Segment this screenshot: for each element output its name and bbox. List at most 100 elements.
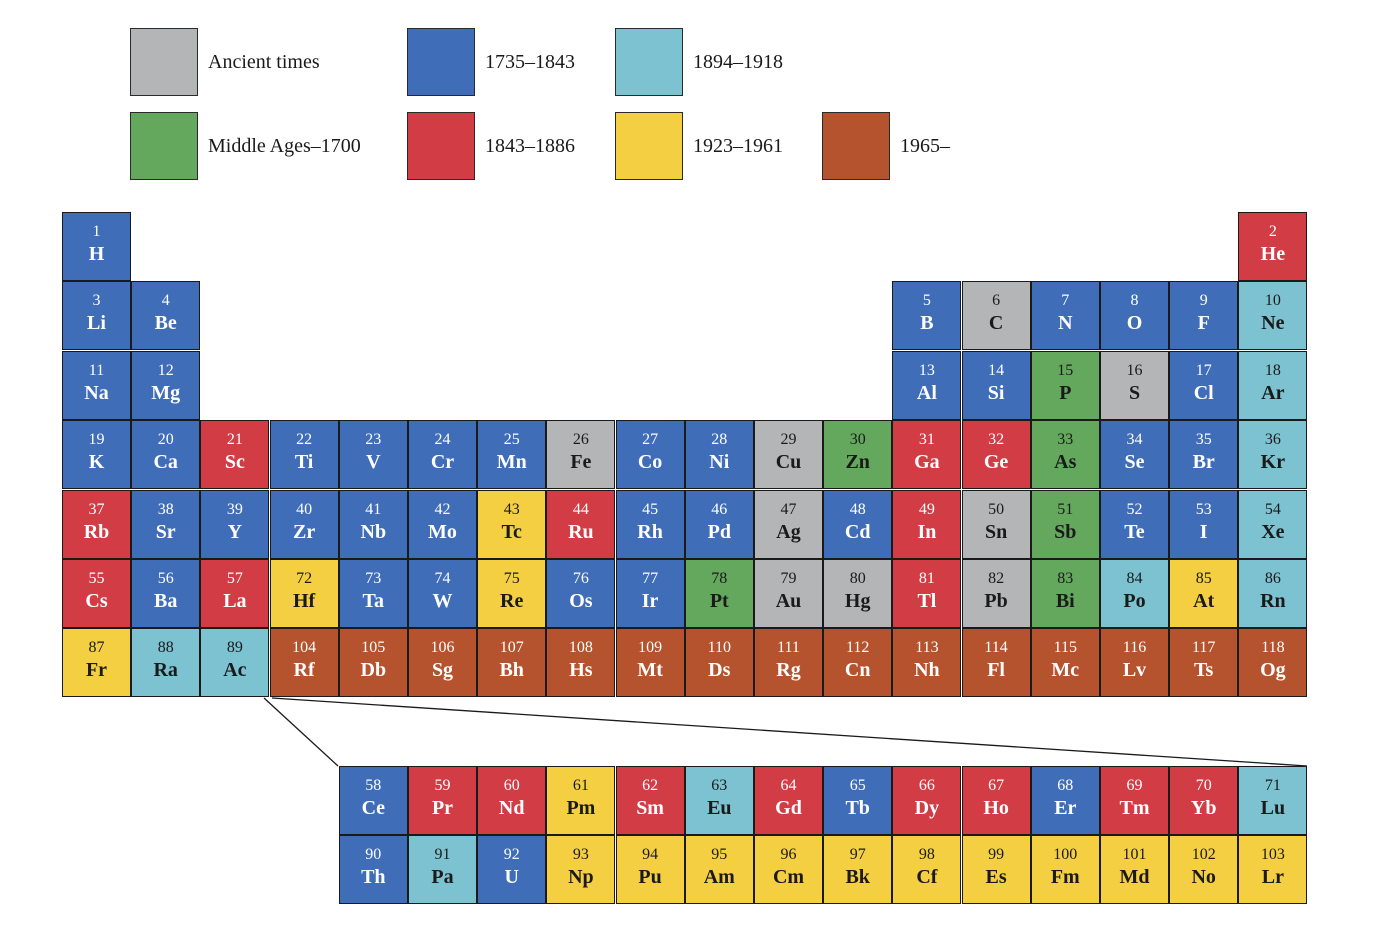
element-cell-sr: 38 Sr [131,489,201,559]
element-symbol: Bi [1055,590,1075,612]
legend-label: 1965– [900,135,950,157]
element-cell-rb: 37 Rb [62,489,131,559]
element-cell-cn: 112 Cn [823,628,893,698]
atomic-number: 112 [845,639,870,657]
atomic-number: 86 [1264,570,1281,587]
atomic-number: 87 [88,639,105,657]
element-symbol: Pa [431,866,454,889]
element-cell-ds: 110 Ds [684,628,754,698]
atomic-number: 25 [503,431,520,449]
atomic-number: 101 [1122,846,1147,864]
element-symbol: Pd [707,520,731,543]
atomic-number: 32 [988,431,1005,449]
element-cell-kr: 36 Kr [1238,420,1308,490]
element-symbol: Rf [293,659,315,682]
element-symbol: Sn [984,520,1008,543]
atomic-number: 105 [361,639,386,657]
atomic-number: 44 [572,500,589,518]
atomic-number: 69 [1126,777,1143,794]
element-cell-cd: 48 Cd [823,489,893,559]
element-cell-si: 14 Si [961,350,1031,420]
atomic-number: 11 [88,361,105,379]
element-cell-ar: 18 Ar [1238,350,1308,420]
element-symbol: Cf [916,866,938,889]
element-cell-cs: 55 Cs [62,559,131,628]
element-cell-rh: 45 Rh [615,489,685,559]
atomic-number: 54 [1264,500,1281,518]
element-symbol: Cs [85,590,108,612]
legend-swatch [407,28,475,96]
element-cell-zr: 40 Zr [269,489,339,559]
element-cell-lv: 116 Lv [1100,628,1169,698]
element-cell-w: 74 W [408,559,477,628]
element-symbol: I [1199,520,1208,543]
element-cell-sm: 62 Sm [615,766,685,835]
element-cell-ra: 88 Ra [131,628,201,698]
atomic-number: 27 [642,431,659,449]
element-symbol: Ti [294,451,314,474]
element-symbol: Lr [1261,866,1284,889]
element-cell-nh: 113 Nh [892,628,962,698]
element-cell-in: 49 In [892,489,962,559]
legend-item-ancient: Ancient times [130,28,430,98]
atomic-number: 17 [1195,361,1212,379]
element-cell-mg: 12 Mg [131,350,201,420]
atomic-number: 16 [1126,361,1143,379]
atomic-number: 48 [849,500,866,518]
element-symbol: He [1260,243,1286,265]
element-cell-k: 19 K [62,420,131,490]
element-symbol: Fm [1050,866,1080,889]
atomic-number: 47 [780,500,797,518]
atomic-number: 93 [572,846,589,864]
legend-item-middle: Middle Ages–1700 [130,112,430,182]
atomic-number: 37 [88,500,105,518]
element-symbol: Po [1123,590,1146,612]
element-symbol: Ga [914,451,940,474]
element-symbol: Ge [983,451,1009,474]
element-symbol: Rn [1260,590,1286,612]
element-symbol: Ni [709,451,730,474]
element-cell-p: 15 P [1030,350,1100,420]
legend-item-p1923: 1923–1961 [615,112,915,182]
atomic-number: 99 [988,846,1005,864]
element-symbol: Lu [1260,797,1286,819]
element-cell-tm: 69 Tm [1100,766,1169,835]
element-symbol: Yb [1190,797,1217,819]
atomic-number: 82 [988,570,1005,587]
element-cell-li: 3 Li [62,281,131,351]
atomic-number: 3 [92,292,101,310]
atomic-number: 90 [365,846,382,864]
element-symbol: Cm [772,866,805,889]
atomic-number: 104 [292,639,317,657]
element-symbol: Al [916,381,937,404]
atomic-number: 77 [642,570,659,587]
element-cell-lr: 103 Lr [1238,835,1308,905]
element-cell-pm: 61 Pm [546,766,616,835]
atomic-number: 39 [226,500,243,518]
atomic-number: 43 [503,500,520,518]
element-symbol: La [223,590,247,612]
atomic-number: 49 [918,500,935,518]
element-cell-tc: 43 Tc [477,489,547,559]
element-symbol: Ds [708,659,731,682]
element-symbol: Co [637,451,663,474]
element-symbol: Kr [1260,451,1286,474]
atomic-number: 30 [849,431,866,449]
element-symbol: K [88,451,105,474]
legend-swatch [615,28,683,96]
element-symbol: Ar [1261,381,1285,404]
atomic-number: 34 [1126,431,1143,449]
atomic-number: 95 [711,846,728,864]
legend-label: 1894–1918 [693,51,783,73]
element-symbol: Rb [83,520,110,543]
element-symbol: Ca [153,451,178,474]
atomic-number: 98 [918,846,935,864]
element-cell-te: 52 Te [1100,489,1169,559]
atomic-number: 52 [1126,500,1143,518]
atomic-number: 100 [1053,846,1078,864]
element-symbol: Au [775,590,802,612]
element-symbol: Sb [1054,520,1077,543]
element-cell-fm: 100 Fm [1030,835,1100,905]
element-symbol: Mc [1051,659,1080,682]
